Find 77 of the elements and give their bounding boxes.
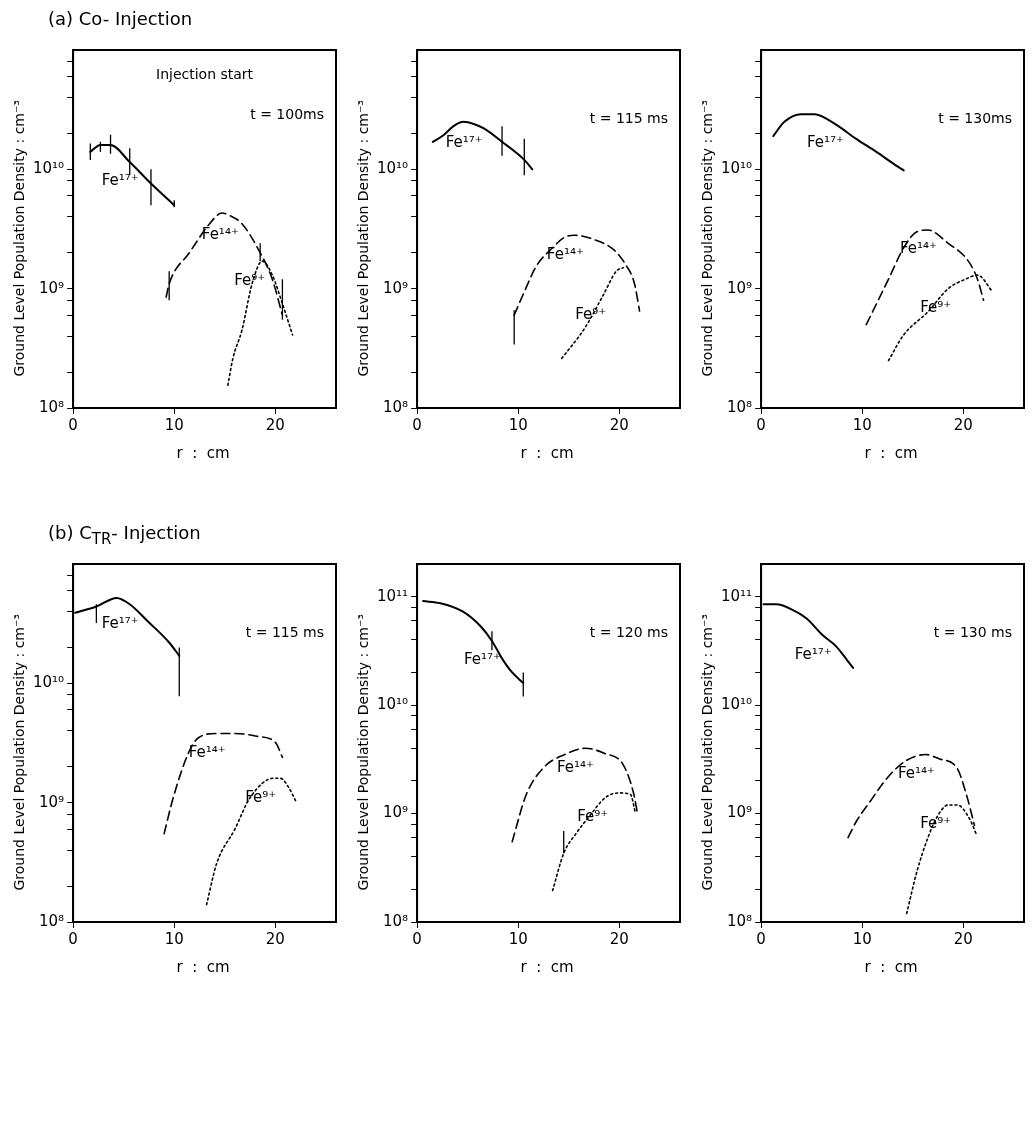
x-tick-label: 0	[756, 415, 766, 434]
y-tick-label: 10⁸	[39, 911, 65, 930]
x-tick-label: 20	[609, 415, 629, 434]
y-tick-label: 10⁸	[383, 397, 409, 416]
x-axis-title: r : cm	[519, 444, 575, 462]
y-tick-label: 10¹⁰	[376, 694, 409, 713]
x-tick-label: 0	[412, 415, 422, 434]
y-axis-title: Ground Level Population Density : cm⁻³	[699, 99, 715, 377]
y-axis-title: Ground Level Population Density : cm⁻³	[11, 613, 27, 891]
x-tick-label: 0	[68, 929, 78, 948]
y-tick-label: 10¹¹	[720, 586, 753, 605]
series-label: Fe¹⁷⁺	[463, 650, 501, 669]
y-tick-label: 10¹¹	[376, 586, 409, 605]
series-label: Fe⁹⁺	[577, 807, 609, 826]
series-label: Fe¹⁷⁺	[445, 133, 483, 152]
x-axis-title: r : cm	[175, 444, 231, 462]
y-tick-label: 10⁹	[383, 803, 409, 822]
x-tick-label: 20	[265, 929, 285, 948]
x-tick-label: 20	[953, 415, 973, 434]
y-axis-title: Ground Level Population Density : cm⁻³	[355, 613, 371, 891]
series-label: Fe¹⁴⁺	[201, 224, 239, 243]
series-label: Fe¹⁷⁺	[101, 171, 139, 190]
x-tick-label: 10	[164, 929, 184, 948]
y-tick-label: 10⁸	[39, 397, 65, 416]
x-tick-label: 20	[265, 415, 285, 434]
y-tick-label: 10¹⁰	[376, 159, 409, 178]
x-tick-label: 20	[609, 929, 629, 948]
series-label: Fe¹⁷⁺	[794, 644, 832, 663]
y-tick-label: 10¹⁰	[720, 694, 753, 713]
annotation: t = 120 ms	[589, 623, 668, 640]
y-tick-label: 10¹⁰	[720, 159, 753, 178]
x-axis-title: r : cm	[519, 958, 575, 976]
y-tick-label: 10⁹	[383, 278, 409, 297]
x-tick-label: 10	[508, 415, 528, 434]
annotation: t = 115 ms	[589, 109, 668, 126]
x-tick-label: 0	[756, 929, 766, 948]
x-tick-label: 20	[953, 929, 973, 948]
series-label: Fe⁹⁺	[575, 304, 607, 323]
x-tick-label: 10	[852, 415, 872, 434]
series-label: Fe¹⁴⁺	[899, 239, 937, 258]
series-label: Fe¹⁴⁺	[188, 742, 226, 761]
annotation: t = 130ms	[938, 109, 1012, 126]
series-label: Fe¹⁴⁺	[897, 763, 935, 782]
series-label: Fe⁹⁺	[920, 298, 952, 317]
chart-title: (a) Co- Injection	[47, 8, 194, 31]
x-axis-title: r : cm	[863, 444, 919, 462]
series-label: Fe¹⁷⁺	[806, 133, 844, 152]
annotation: t = 115 ms	[245, 623, 324, 640]
y-tick-label: 10⁹	[727, 278, 753, 297]
x-tick-label: 10	[852, 929, 872, 948]
annotation: Injection start	[156, 65, 254, 82]
y-axis-title: Ground Level Population Density : cm⁻³	[699, 613, 715, 891]
y-tick-label: 10¹⁰	[32, 159, 65, 178]
series-label: Fe¹⁴⁺	[556, 757, 594, 776]
x-tick-label: 10	[508, 929, 528, 948]
series-label: Fe⁹⁺	[234, 270, 266, 289]
chart-title: (b) C$_{TR}$- Injection	[47, 522, 202, 550]
x-axis-title: r : cm	[863, 958, 919, 976]
x-tick-label: 0	[68, 415, 78, 434]
x-axis-title: r : cm	[175, 958, 231, 976]
y-axis-title: Ground Level Population Density : cm⁻³	[355, 99, 371, 377]
y-tick-label: 10⁹	[39, 278, 65, 297]
x-tick-label: 10	[164, 415, 184, 434]
y-tick-label: 10⁸	[727, 397, 753, 416]
y-tick-label: 10⁹	[727, 803, 753, 822]
y-tick-label: 10¹⁰	[32, 673, 65, 692]
x-tick-label: 0	[412, 929, 422, 948]
y-tick-label: 10⁹	[39, 792, 65, 811]
annotation: t = 100ms	[250, 105, 324, 122]
series-label: Fe⁹⁺	[920, 814, 952, 833]
series-label: Fe⁹⁺	[245, 787, 277, 806]
y-tick-label: 10⁸	[727, 911, 753, 930]
series-label: Fe¹⁷⁺	[101, 613, 139, 632]
annotation: t = 130 ms	[933, 623, 1012, 640]
y-tick-label: 10⁸	[383, 911, 409, 930]
y-axis-title: Ground Level Population Density : cm⁻³	[11, 99, 27, 377]
series-label: Fe¹⁴⁺	[546, 244, 584, 263]
